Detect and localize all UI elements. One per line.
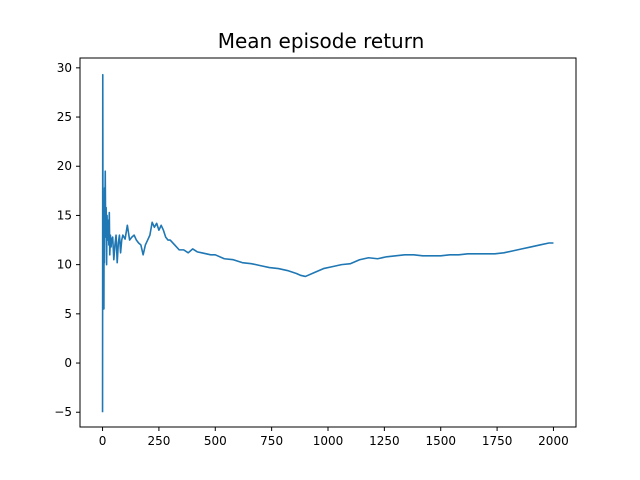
- y-tick-label: 20: [57, 159, 72, 173]
- x-tick-label: 1500: [425, 434, 456, 448]
- y-tick-label: −5: [54, 405, 72, 419]
- plot-frame: [79, 57, 577, 428]
- y-tick-label: 15: [57, 208, 72, 222]
- y-tick-label: 30: [57, 61, 72, 75]
- y-axis: −5 0 5 10 15 20 25 30: [54, 61, 80, 419]
- x-tick-label: 1000: [313, 434, 344, 448]
- x-tick-label: 250: [147, 434, 170, 448]
- x-tick-label: 0: [99, 434, 107, 448]
- plot-area: [101, 73, 554, 413]
- y-tick-label: 0: [64, 356, 72, 370]
- x-tick-label: 1750: [482, 434, 513, 448]
- x-tick-label: 1250: [369, 434, 400, 448]
- y-tick-label: 25: [57, 110, 72, 124]
- chart-title: Mean episode return: [218, 29, 425, 53]
- y-tick-label: 10: [57, 258, 72, 272]
- x-tick-label: 500: [204, 434, 227, 448]
- x-tick-label: 2000: [538, 434, 569, 448]
- series-line-0: [101, 73, 554, 413]
- y-tick-label: 5: [64, 307, 72, 321]
- x-axis: 0 250 500 750 1000 1250 1500 1750 2000: [99, 427, 569, 448]
- x-tick-label: 750: [260, 434, 283, 448]
